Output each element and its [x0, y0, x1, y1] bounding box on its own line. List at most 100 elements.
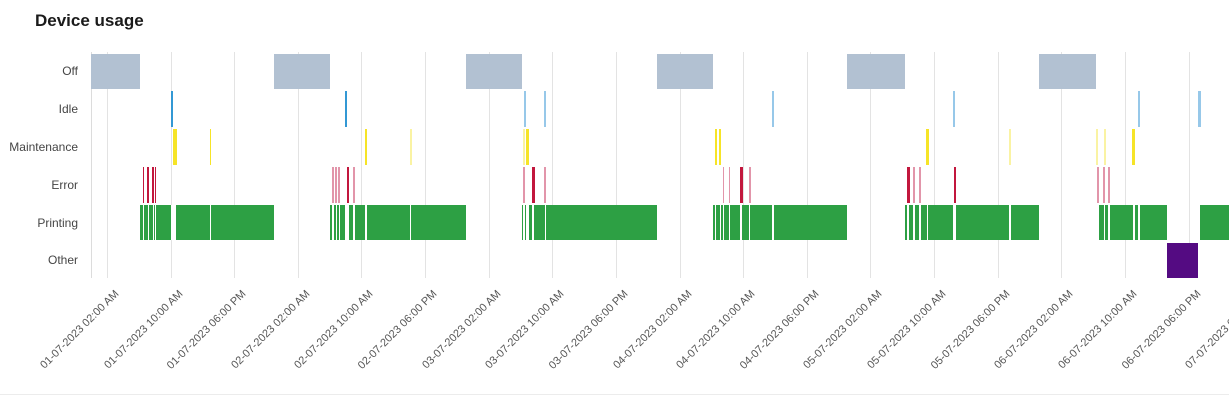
printing-gap	[1103, 204, 1105, 241]
printing-gap	[749, 204, 751, 241]
bar-error	[739, 166, 743, 203]
bar-idle	[523, 91, 526, 128]
bar-maintenance	[1103, 129, 1106, 165]
bar-idle	[952, 91, 955, 128]
bar-error	[335, 166, 337, 203]
grid-line-vertical	[615, 52, 617, 278]
grid-line-vertical	[552, 52, 554, 278]
printing-gap	[714, 204, 717, 241]
bar-off	[91, 53, 141, 90]
bar-other	[1167, 242, 1198, 279]
bar-error	[748, 166, 751, 203]
bar-printing	[1200, 204, 1229, 241]
bar-idle	[1137, 91, 1140, 128]
bar-idle	[771, 91, 775, 128]
bar-off	[273, 53, 331, 90]
grid-line-vertical	[361, 52, 363, 278]
bar-maintenance	[409, 129, 412, 165]
bar-error	[1097, 166, 1099, 203]
bar-off	[657, 53, 713, 90]
printing-gap	[1138, 204, 1140, 241]
printing-gap	[152, 204, 154, 241]
bar-printing	[1095, 204, 1168, 241]
printing-gap	[345, 204, 347, 241]
printing-gap	[722, 204, 725, 241]
bar-error	[152, 166, 155, 203]
printing-gap	[1108, 204, 1110, 241]
bar-error	[919, 166, 921, 203]
grid-line-vertical	[997, 52, 999, 278]
printing-gap	[171, 204, 173, 241]
printing-gap	[524, 204, 526, 241]
bar-error	[907, 166, 910, 203]
bar-maintenance	[526, 129, 530, 165]
bar-error	[332, 166, 334, 203]
printing-gap	[147, 204, 150, 241]
grid-line-vertical	[234, 52, 236, 278]
printing-gap	[913, 204, 915, 241]
row-label-off: Off	[62, 64, 78, 79]
bar-idle	[344, 91, 347, 128]
bar-maintenance	[209, 129, 212, 165]
bar-error	[147, 166, 150, 203]
bar-error	[338, 166, 341, 203]
bar-error	[728, 166, 731, 203]
bar-maintenance	[364, 129, 367, 165]
printing-gap	[772, 204, 774, 241]
printing-gap	[409, 204, 412, 241]
bar-error	[954, 166, 957, 203]
printing-gap	[728, 204, 731, 241]
grid-line-vertical	[1188, 52, 1190, 278]
grid-line-vertical	[743, 52, 745, 278]
bar-error	[1107, 166, 1110, 203]
printing-gap	[173, 204, 176, 241]
bar-idle	[170, 91, 173, 128]
printing-gap	[526, 204, 529, 241]
bar-maintenance	[1132, 129, 1136, 165]
grid-line-vertical	[1061, 52, 1063, 278]
printing-gap	[532, 204, 535, 241]
y-axis-line	[91, 52, 92, 278]
bar-maintenance	[714, 129, 717, 165]
printing-gap	[155, 204, 157, 241]
bar-error	[142, 166, 145, 203]
printing-gap	[953, 204, 955, 241]
printing-gap	[954, 204, 956, 241]
bar-printing	[904, 204, 1040, 241]
row-label-idle: Idle	[58, 102, 78, 117]
bar-printing	[522, 204, 658, 241]
printing-gap	[1132, 204, 1135, 241]
printing-gap	[365, 204, 367, 241]
chart-title: Device usage	[35, 11, 144, 30]
row-label-maintenance: Maintenance	[9, 140, 78, 154]
bar-maintenance	[1095, 129, 1098, 165]
grid-line-vertical	[297, 52, 299, 278]
bar-printing	[330, 204, 467, 241]
grid-line-vertical	[170, 52, 172, 278]
bar-error	[544, 166, 547, 203]
printing-gap	[544, 204, 546, 241]
grid-line-vertical	[106, 52, 108, 278]
bar-error	[353, 166, 355, 203]
printing-gap	[353, 204, 355, 241]
bar-idle	[1197, 91, 1201, 128]
grid-line-vertical	[870, 52, 872, 278]
row-label-printing: Printing	[37, 215, 78, 230]
bar-error	[722, 166, 725, 203]
bar-maintenance	[1008, 129, 1011, 165]
bar-off	[847, 53, 905, 90]
bar-error	[522, 166, 525, 203]
grid-line-vertical	[934, 52, 936, 278]
bar-maintenance	[522, 129, 525, 165]
grid-line-vertical	[488, 52, 490, 278]
printing-gap	[335, 204, 337, 241]
grid-line-vertical	[425, 52, 427, 278]
printing-gap	[907, 204, 910, 241]
bar-off	[1039, 53, 1096, 90]
printing-gap	[919, 204, 921, 241]
bar-error	[531, 166, 536, 203]
printing-gap	[338, 204, 340, 241]
printing-gap	[1096, 204, 1098, 241]
